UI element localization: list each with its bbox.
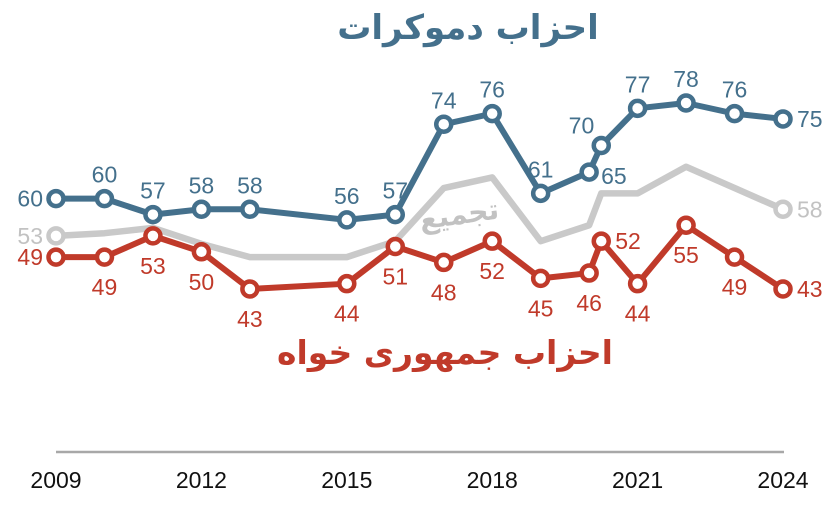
data-point-marker-republicans-2020: [579, 263, 599, 283]
data-point-marker-republicans-2019: [530, 268, 551, 289]
data-point-marker-republicans-2011: [143, 226, 163, 246]
value-label-republicans-2015: 44: [334, 301, 360, 327]
x-tick-label-2018: 2018: [467, 467, 518, 493]
value-label-democrats-2020: 65: [601, 163, 627, 189]
value-label-republicans-2019: 45: [528, 295, 554, 321]
data-point-marker-democrats-2020.25: [591, 135, 611, 156]
value-label-republicans-2013: 43: [237, 306, 263, 332]
data-point-marker-democrats-2016: [385, 204, 406, 225]
data-point-marker-republicans-2022: [676, 215, 696, 235]
democrats-series-title: احزاب دموكرات: [337, 8, 599, 48]
data-point-marker-republicans-2017: [433, 252, 454, 273]
data-point-marker-democrats-2011: [143, 204, 163, 225]
value-label-republicans-2020: 46: [576, 290, 602, 316]
value-label-democrats-2023: 76: [722, 77, 748, 103]
value-label-democrats-2016: 57: [382, 178, 408, 204]
data-point-marker-democrats-2023: [724, 103, 745, 124]
value-label-democrats-2017: 74: [431, 87, 457, 113]
data-point-marker-republicans-2024: [773, 279, 793, 299]
series-line-republicans: [53, 222, 786, 292]
series-line-democrats: [53, 100, 786, 223]
data-point-marker-republicans-2010: [94, 247, 115, 267]
data-point-marker-democrats-2013: [240, 199, 260, 220]
data-point-marker-democrats-2022: [676, 93, 696, 113]
data-point-marker-democrats-2021: [627, 98, 648, 119]
value-label-republicans-2020.25: 52: [615, 228, 641, 254]
data-point-marker-republicans-2020.25: [591, 231, 611, 251]
x-tick-label-2009: 2009: [30, 467, 81, 493]
value-label-democrats-2021: 77: [625, 71, 651, 97]
x-tick-label-2012: 2012: [176, 467, 227, 493]
data-point-marker-republicans-2009: [46, 247, 66, 267]
value-label-republicans-2018: 52: [479, 258, 505, 284]
value-label-republicans-2016: 51: [382, 263, 408, 289]
value-label-total-2009: 53: [17, 223, 43, 249]
data-point-marker-republicans-2012: [191, 242, 212, 262]
value-label-democrats-2018: 76: [479, 77, 505, 103]
x-tick-label-2024: 2024: [757, 467, 808, 493]
value-label-total-2024: 58: [797, 196, 823, 222]
series-line-total: [52, 163, 787, 261]
x-tick-label-2015: 2015: [321, 467, 372, 493]
value-label-democrats-2013: 58: [237, 172, 263, 198]
value-label-republicans-2010: 49: [92, 274, 118, 300]
data-point-marker-democrats-2017: [433, 114, 454, 135]
value-label-republicans-2022: 55: [673, 242, 699, 268]
data-point-marker-democrats-2024: [773, 109, 793, 129]
value-label-democrats-2020.25: 70: [569, 113, 595, 139]
data-point-marker-republicans-2016: [385, 236, 406, 257]
value-label-democrats-2024: 75: [797, 106, 823, 132]
data-point-marker-republicans-2023: [724, 247, 745, 267]
data-point-marker-democrats-2010: [94, 188, 115, 209]
value-label-republicans-2024: 43: [797, 276, 823, 302]
republicans-series-title: احزاب جمهوری خواه: [277, 333, 613, 372]
value-label-republicans-2011: 53: [140, 253, 166, 279]
data-point-marker-total-2009: [46, 226, 66, 246]
value-label-democrats-2011: 57: [140, 178, 166, 204]
value-label-democrats-2010: 60: [92, 162, 118, 188]
value-label-democrats-2015: 56: [334, 183, 360, 209]
value-label-republicans-2023: 49: [722, 274, 748, 300]
data-point-marker-republicans-2021: [627, 273, 648, 294]
data-point-marker-republicans-2015: [337, 273, 357, 294]
value-label-democrats-2022: 78: [673, 66, 699, 92]
data-point-marker-democrats-2015: [337, 210, 357, 230]
value-label-democrats-2012: 58: [189, 172, 215, 198]
data-point-marker-republicans-2013: [240, 279, 260, 299]
value-label-democrats-2009: 60: [17, 186, 43, 212]
data-point-marker-democrats-2009: [46, 188, 66, 209]
data-point-marker-total-2024: [773, 199, 793, 220]
value-label-republicans-2012: 50: [189, 269, 215, 295]
value-label-democrats-2019: 61: [528, 156, 554, 182]
value-label-republicans-2009: 49: [17, 244, 43, 270]
x-tick-label-2021: 2021: [612, 467, 663, 493]
data-point-marker-republicans-2018: [482, 231, 502, 251]
value-label-republicans-2021: 44: [625, 301, 651, 327]
data-point-marker-democrats-2012: [191, 199, 212, 220]
data-point-marker-democrats-2019: [530, 183, 551, 204]
data-point-marker-democrats-2018: [482, 103, 502, 124]
value-label-republicans-2017: 48: [431, 279, 457, 305]
data-point-marker-democrats-2020: [579, 162, 599, 182]
